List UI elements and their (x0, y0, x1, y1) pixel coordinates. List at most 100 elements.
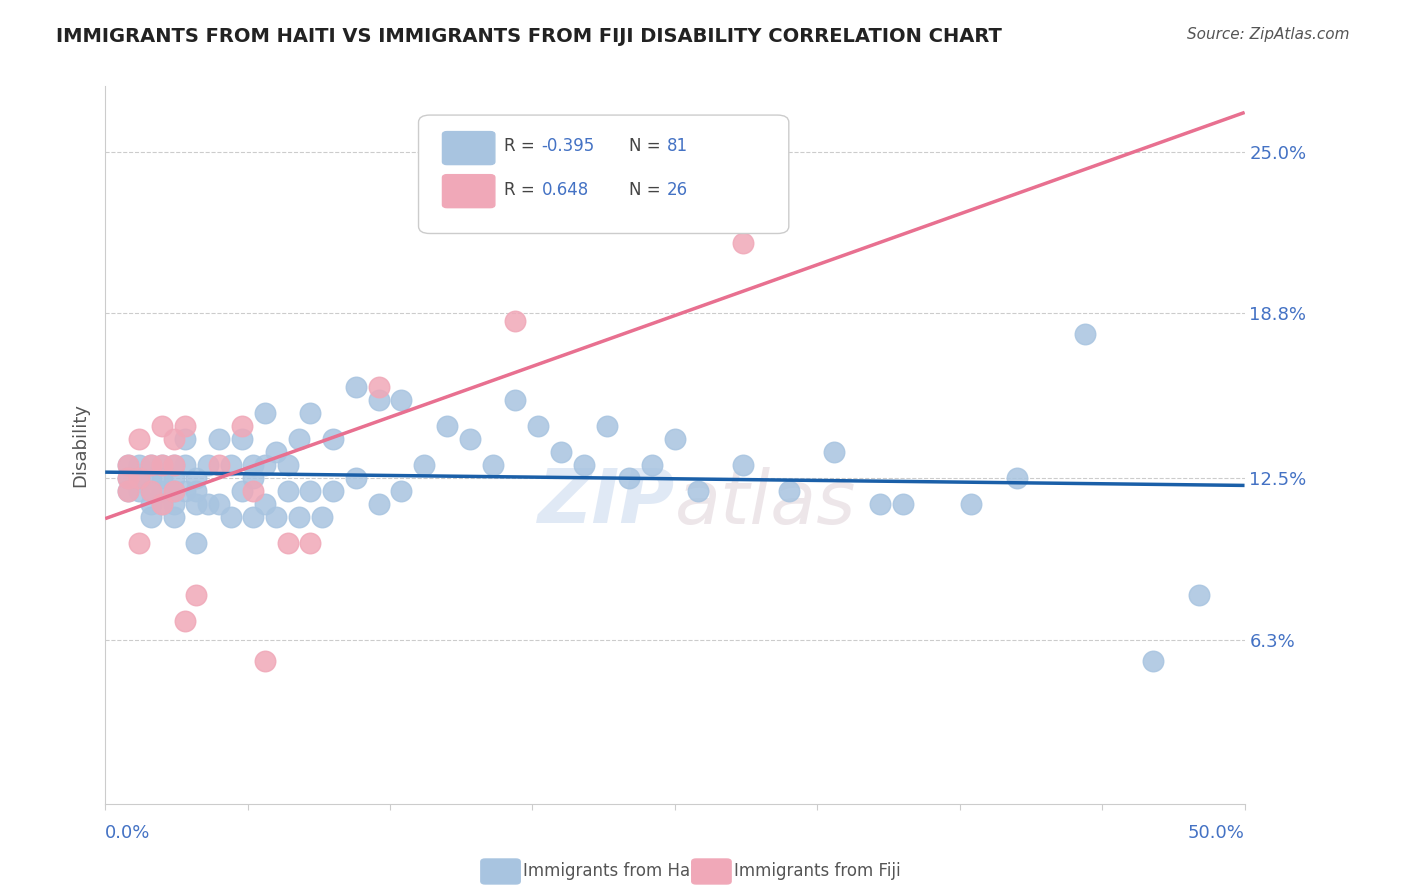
Point (117, 483, 139, 498)
Point (162, 471, 184, 485)
Point (664, 432, 686, 446)
Point (186, 497, 208, 511)
Point (391, 392, 413, 407)
Point (117, 458, 139, 472)
Point (550, 444, 572, 458)
Text: IMMIGRANTS FROM HAITI VS IMMIGRANTS FROM FIJI DISABILITY CORRELATION CHART: IMMIGRANTS FROM HAITI VS IMMIGRANTS FROM… (56, 27, 1002, 45)
Point (186, 536, 208, 550)
Point (253, 497, 276, 511)
Point (128, 432, 150, 446)
Text: 26: 26 (666, 181, 688, 199)
Point (436, 418, 458, 433)
Point (823, 444, 845, 458)
Point (733, 458, 755, 472)
Point (231, 483, 253, 498)
Point (186, 588, 208, 602)
Point (208, 497, 231, 511)
Point (288, 510, 311, 524)
Text: 50.0%: 50.0% (1188, 824, 1244, 842)
Point (253, 458, 276, 472)
Point (150, 458, 173, 472)
Point (219, 510, 242, 524)
Point (505, 314, 527, 328)
Point (139, 483, 162, 498)
Point (208, 432, 231, 446)
Point (117, 458, 139, 472)
Point (299, 536, 322, 550)
Point (253, 654, 276, 668)
Point (276, 458, 298, 472)
Point (1074, 327, 1097, 342)
Text: R =: R = (503, 181, 540, 199)
Point (197, 458, 219, 472)
Point (242, 458, 264, 472)
Point (299, 406, 322, 420)
Point (128, 458, 150, 472)
Point (174, 418, 197, 433)
Text: N =: N = (630, 181, 666, 199)
Point (391, 483, 413, 498)
Text: R =: R = (503, 137, 540, 155)
Point (174, 615, 197, 629)
Point (150, 418, 173, 433)
Point (128, 483, 150, 498)
Point (186, 471, 208, 485)
Point (128, 471, 150, 485)
Point (139, 497, 162, 511)
Point (619, 471, 641, 485)
Point (162, 510, 184, 524)
Point (139, 458, 162, 472)
Point (527, 418, 550, 433)
Point (162, 483, 184, 498)
Text: Immigrants from Haiti: Immigrants from Haiti (523, 863, 706, 880)
Point (686, 483, 709, 498)
Text: 0.0%: 0.0% (105, 824, 150, 842)
Point (595, 418, 617, 433)
Text: Immigrants from Fiji: Immigrants from Fiji (734, 863, 901, 880)
Point (128, 471, 150, 485)
Point (117, 471, 139, 485)
Point (276, 483, 298, 498)
Point (1005, 471, 1028, 485)
Point (367, 392, 389, 407)
Point (264, 510, 287, 524)
Point (344, 471, 367, 485)
Point (242, 471, 264, 485)
Point (264, 444, 287, 458)
FancyBboxPatch shape (419, 115, 789, 234)
Text: 81: 81 (666, 137, 688, 155)
Point (128, 536, 150, 550)
Point (186, 483, 208, 498)
Point (139, 483, 162, 498)
Point (139, 458, 162, 472)
Point (299, 483, 322, 498)
Text: ZIP: ZIP (537, 467, 675, 539)
Point (367, 497, 389, 511)
Point (242, 510, 264, 524)
Point (174, 483, 197, 498)
Point (253, 406, 276, 420)
FancyBboxPatch shape (443, 175, 495, 208)
Point (139, 471, 162, 485)
Text: Source: ZipAtlas.com: Source: ZipAtlas.com (1187, 27, 1350, 42)
Point (1188, 588, 1211, 602)
Point (150, 483, 173, 498)
Point (322, 432, 344, 446)
Point (197, 497, 219, 511)
Point (458, 432, 481, 446)
Point (641, 458, 664, 472)
Point (869, 497, 891, 511)
Point (344, 379, 367, 393)
Point (162, 458, 184, 472)
Point (150, 471, 173, 485)
Y-axis label: Disability: Disability (72, 403, 89, 487)
Point (311, 510, 333, 524)
Point (150, 458, 173, 472)
Point (174, 458, 197, 472)
Point (117, 471, 139, 485)
Point (891, 497, 914, 511)
Point (413, 458, 436, 472)
Text: 0.648: 0.648 (541, 181, 589, 199)
Point (367, 379, 389, 393)
Point (231, 432, 253, 446)
